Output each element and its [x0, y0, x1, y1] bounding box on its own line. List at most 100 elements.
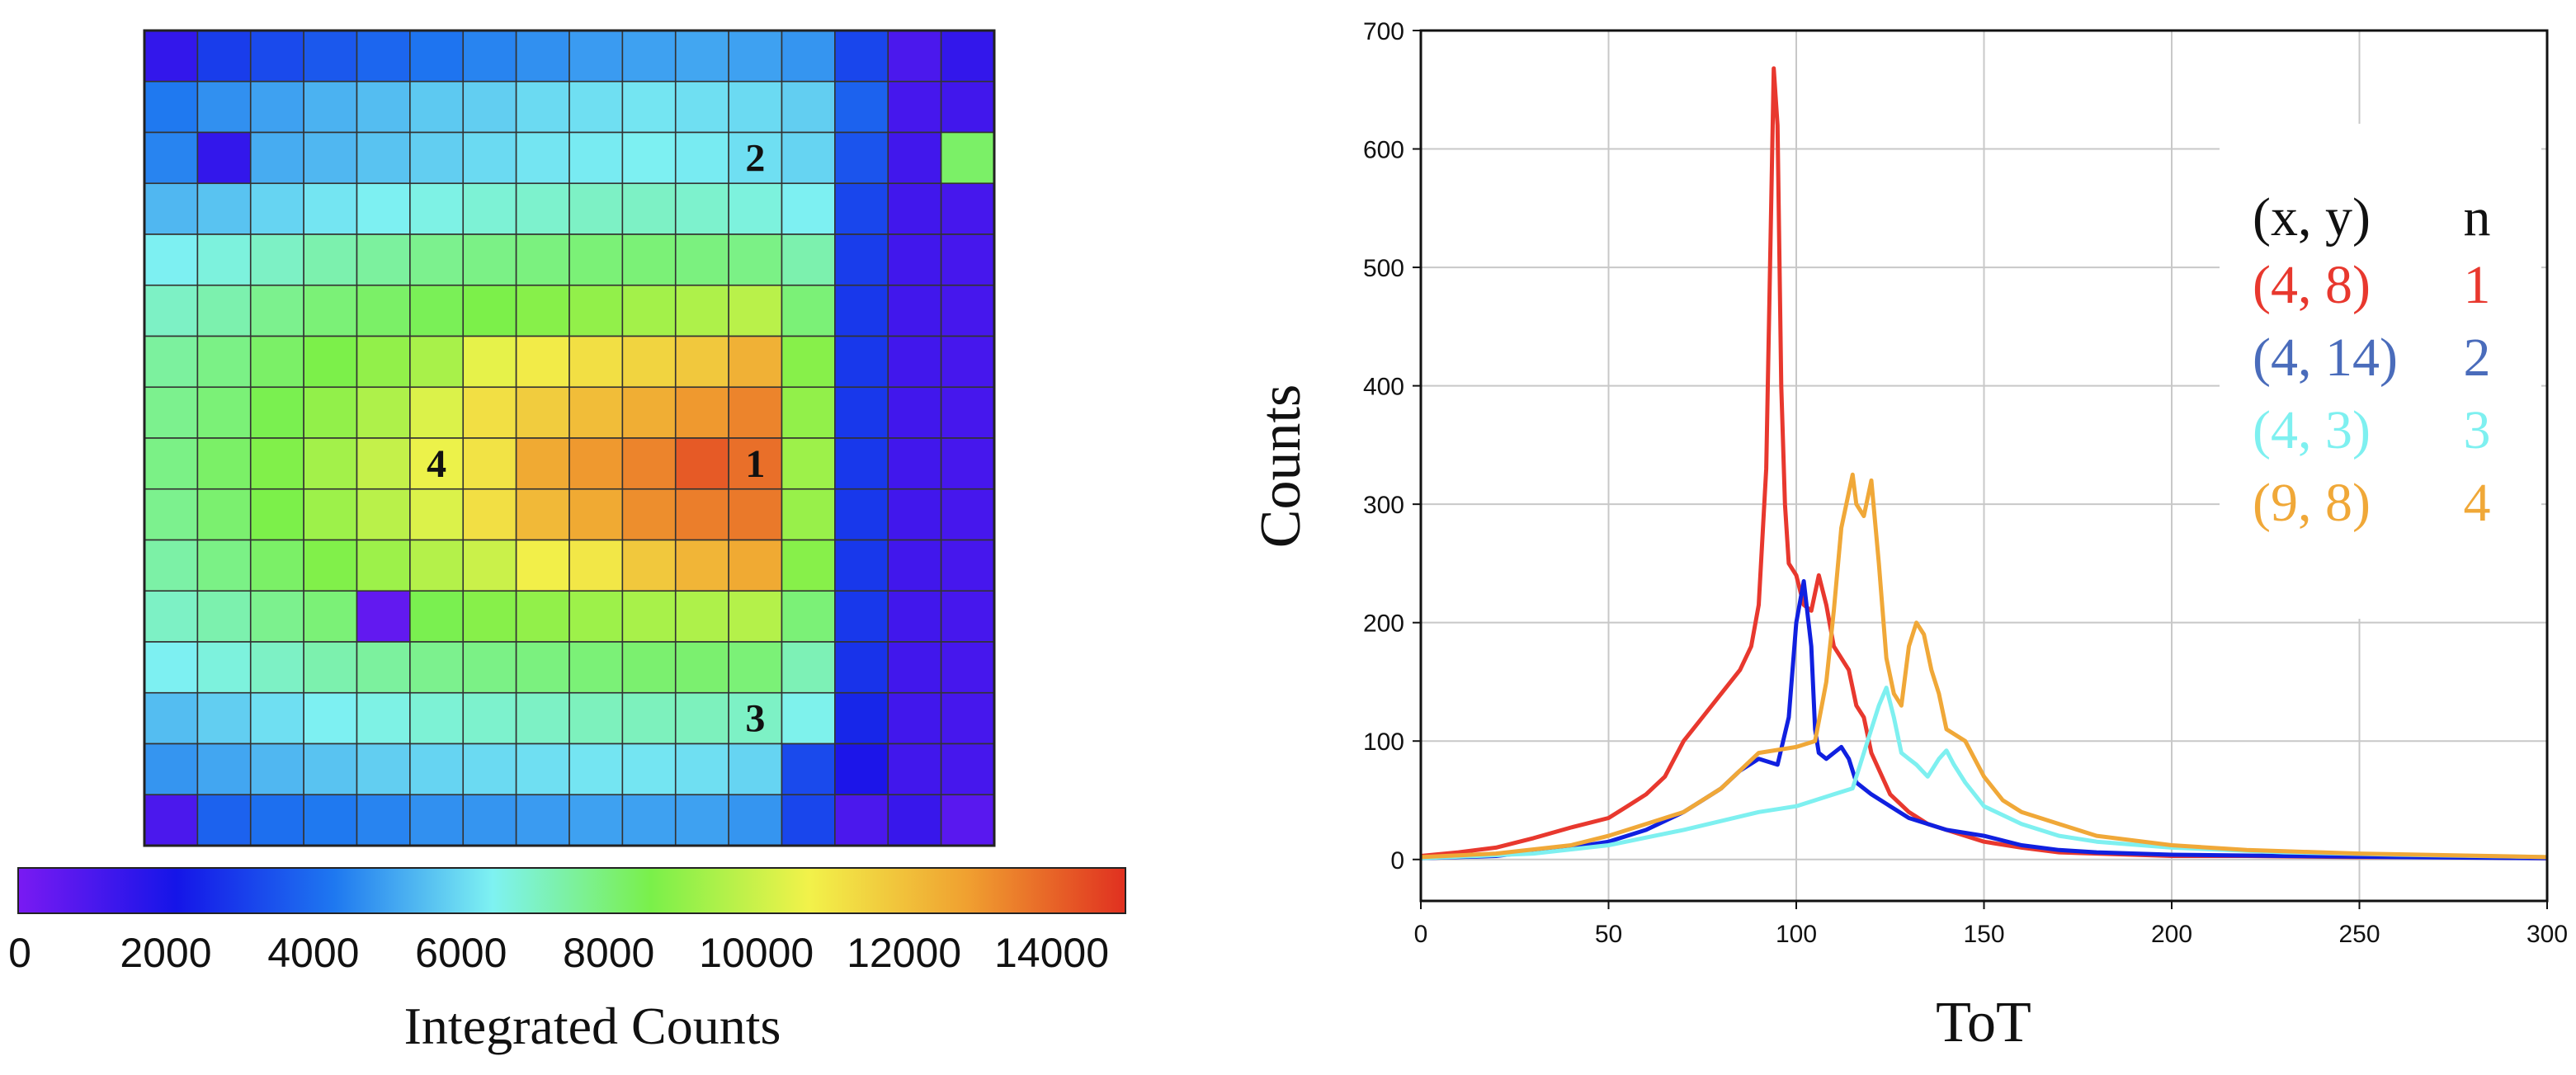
heatmap-cell	[409, 335, 465, 389]
heatmap-cell	[621, 335, 677, 389]
heatmap-cell	[940, 233, 995, 286]
colorbar-tick-label: 10000	[699, 930, 814, 976]
heatmap-cell	[621, 284, 677, 337]
heatmap-cell	[196, 233, 252, 286]
heatmap-cell	[144, 691, 199, 745]
heatmap-cell	[728, 743, 783, 796]
heatmap-cell	[621, 691, 677, 745]
heatmap-cell	[144, 182, 199, 235]
heatmap-cell	[515, 539, 570, 592]
heatmap-cell	[462, 30, 517, 83]
colorbar-label: Integrated Counts	[404, 997, 781, 1055]
heatmap-cell	[196, 794, 252, 846]
heatmap-cell	[728, 80, 783, 134]
heatmap-cell	[940, 691, 995, 745]
heatmap-cell	[462, 80, 517, 134]
heatmap-cell	[834, 80, 889, 134]
heatmap-cell	[409, 386, 465, 439]
heatmap-annotation-4: 4	[427, 442, 446, 486]
heatmap-cell	[781, 131, 836, 185]
series-line-4	[1420, 472, 2548, 860]
legend-entry-n: 4	[2464, 473, 2491, 533]
heatmap-cell	[144, 284, 199, 337]
heatmap-annotations: 1 2 3 4	[427, 136, 765, 740]
legend-entry-n: 1	[2464, 255, 2491, 315]
heatmap-cell	[781, 641, 836, 694]
colorbar	[17, 867, 1126, 914]
heatmap-cell	[887, 641, 942, 694]
heatmap-cell	[781, 794, 836, 846]
x-tick-label: 200	[2151, 921, 2192, 948]
heatmap-cell	[462, 488, 517, 541]
heatmap-panel: 1 2 3 4 0 2000 4000 6000 8000 10000 12000 14000 In…	[8, 29, 1126, 1055]
heatmap-cell	[569, 233, 624, 286]
heatmap-cell	[781, 539, 836, 592]
heatmap-cell	[674, 590, 729, 643]
heatmap-cell	[887, 335, 942, 389]
heatmap-cell	[356, 335, 411, 389]
heatmap-cell	[887, 437, 942, 490]
heatmap-cell	[515, 284, 570, 337]
heatmap-cell	[621, 641, 677, 694]
heatmap-cell	[462, 335, 517, 389]
heatmap-grid	[144, 30, 995, 846]
heatmap-cell	[303, 335, 358, 389]
heatmap-cell	[834, 335, 889, 389]
heatmap-cell	[621, 80, 677, 134]
heatmap-cell	[674, 437, 729, 490]
heatmap-cell	[621, 539, 677, 592]
x-tick-label: 150	[1963, 921, 2004, 948]
heatmap-cell	[409, 794, 465, 846]
heatmap-cell	[569, 641, 624, 694]
heatmap-cell	[196, 131, 252, 185]
heatmap-cell	[515, 182, 570, 235]
heatmap-cell	[834, 743, 889, 796]
heatmap-cell	[144, 743, 199, 796]
heatmap-cell	[356, 386, 411, 439]
heatmap-cell	[144, 233, 199, 286]
heatmap-cell	[462, 743, 517, 796]
heatmap-cell	[569, 386, 624, 439]
heatmap-cell	[621, 437, 677, 490]
y-tick-label: 300	[1363, 492, 1404, 519]
colorbar-tick-label: 2000	[120, 930, 211, 976]
heatmap-cell	[462, 590, 517, 643]
heatmap-cell	[515, 335, 570, 389]
heatmap-cell	[940, 641, 995, 694]
heatmap-cell	[569, 284, 624, 337]
heatmap-cell	[249, 590, 304, 643]
heatmap-cell	[887, 80, 942, 134]
heatmap-cell	[728, 641, 783, 694]
legend-entry-coord: (4, 8)	[2253, 255, 2371, 315]
heatmap-cell	[621, 386, 677, 439]
colorbar-tick-label: 14000	[994, 930, 1109, 976]
heatmap-cell	[409, 539, 465, 592]
heatmap-cell	[303, 182, 358, 235]
heatmap-cell	[144, 539, 199, 592]
heatmap-cell	[515, 131, 570, 185]
heatmap-cell	[144, 80, 199, 134]
heatmap-cell	[356, 488, 411, 541]
heatmap-cell	[356, 30, 411, 83]
heatmap-annotation-1: 1	[745, 442, 765, 486]
y-tick-label: 0	[1390, 847, 1404, 875]
heatmap-cell	[728, 335, 783, 389]
heatmap-cell	[249, 386, 304, 439]
heatmap-cell	[621, 182, 677, 235]
heatmap-cell	[303, 131, 358, 185]
heatmap-annotation-3: 3	[745, 697, 765, 741]
heatmap-cell	[781, 335, 836, 389]
heatmap-cell	[674, 794, 729, 846]
heatmap-cell	[569, 488, 624, 541]
heatmap-cell	[621, 590, 677, 643]
heatmap-cell	[409, 691, 465, 745]
heatmap-cell	[781, 182, 836, 235]
heatmap-cell	[834, 437, 889, 490]
heatmap-cell	[409, 488, 465, 541]
heatmap-cell	[834, 794, 889, 846]
heatmap-cell	[940, 743, 995, 796]
heatmap-cell	[249, 488, 304, 541]
y-axis-label: Counts	[1249, 384, 1313, 548]
heatmap-cell	[728, 30, 783, 83]
